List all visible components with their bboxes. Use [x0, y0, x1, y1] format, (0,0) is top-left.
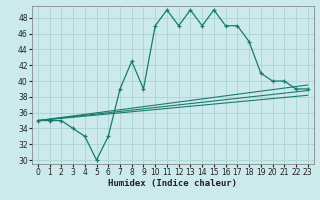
X-axis label: Humidex (Indice chaleur): Humidex (Indice chaleur) — [108, 179, 237, 188]
